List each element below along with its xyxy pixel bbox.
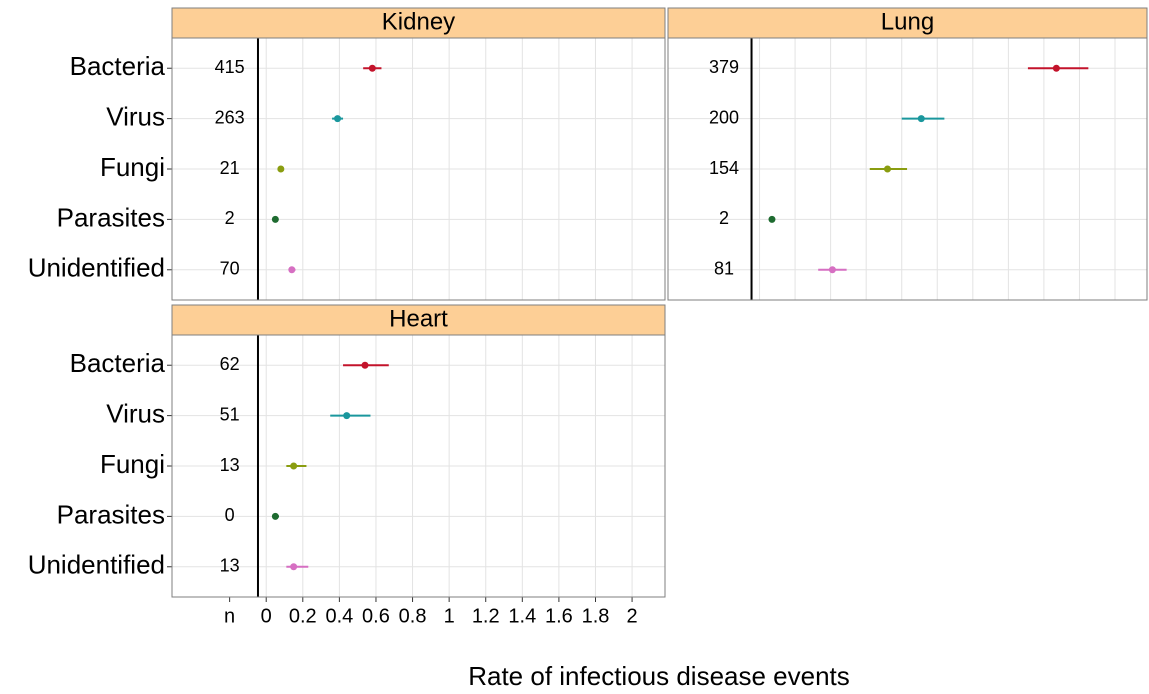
point (271, 215, 279, 223)
strip (171, 7, 666, 39)
panel-border (171, 334, 666, 598)
n-label: 379 (709, 57, 739, 77)
n-label: 70 (220, 259, 240, 279)
x-tick-label: 0.4 (325, 605, 353, 627)
n-label: 0 (225, 505, 235, 525)
y-tick-label: Bacteria (70, 51, 166, 81)
n-label: 81 (714, 259, 734, 279)
point (334, 115, 342, 123)
strip-title: Kidney (382, 8, 455, 35)
panel-border (171, 37, 666, 301)
strip-title: Lung (881, 8, 934, 35)
n-label: 51 (220, 404, 240, 424)
y-tick-label: Parasites (57, 202, 165, 232)
point (884, 165, 892, 173)
x-axis-title: Rate of infectious disease events (468, 661, 850, 691)
x-tick-label: 1.6 (545, 605, 573, 627)
point (271, 512, 279, 520)
x-tick-label: 1.2 (472, 605, 500, 627)
x-tick-label: 0.8 (399, 605, 427, 627)
n-label: 154 (709, 158, 739, 178)
n-label: 263 (215, 107, 245, 127)
point (828, 266, 836, 274)
y-tick-label: Fungi (100, 449, 165, 479)
n-label: 2 (719, 208, 729, 228)
point (361, 361, 369, 369)
point (288, 266, 296, 274)
strip-title: Heart (389, 305, 448, 332)
x-tick-label: 1.4 (508, 605, 536, 627)
n-label: 62 (220, 354, 240, 374)
point (368, 64, 376, 72)
x-tick-label: 1 (444, 605, 455, 627)
x-tick-label: n (224, 605, 235, 627)
x-tick-label: 0.2 (289, 605, 317, 627)
y-tick-label: Bacteria (70, 348, 166, 378)
n-label: 2 (225, 208, 235, 228)
x-tick-label: 0.6 (362, 605, 390, 627)
point (917, 115, 925, 123)
x-tick-label: 2 (627, 605, 638, 627)
point (290, 462, 298, 470)
y-tick-label: Unidentified (28, 253, 165, 283)
point (343, 412, 351, 420)
n-label: 13 (220, 455, 240, 475)
n-label: 200 (709, 107, 739, 127)
point (768, 215, 776, 223)
n-label: 415 (215, 57, 245, 77)
y-tick-label: Parasites (57, 499, 165, 529)
x-tick-label: 0 (261, 605, 272, 627)
x-tick-label: 1.8 (582, 605, 610, 627)
panel-border (667, 37, 1148, 301)
strip (171, 304, 666, 336)
strip (667, 7, 1148, 39)
y-tick-label: Unidentified (28, 550, 165, 580)
n-label: 13 (220, 556, 240, 576)
y-tick-label: Fungi (100, 152, 165, 182)
point (277, 165, 285, 173)
y-tick-label: Virus (106, 101, 165, 131)
n-label: 21 (220, 158, 240, 178)
y-tick-label: Virus (106, 398, 165, 428)
point (1052, 64, 1060, 72)
point (290, 563, 298, 571)
